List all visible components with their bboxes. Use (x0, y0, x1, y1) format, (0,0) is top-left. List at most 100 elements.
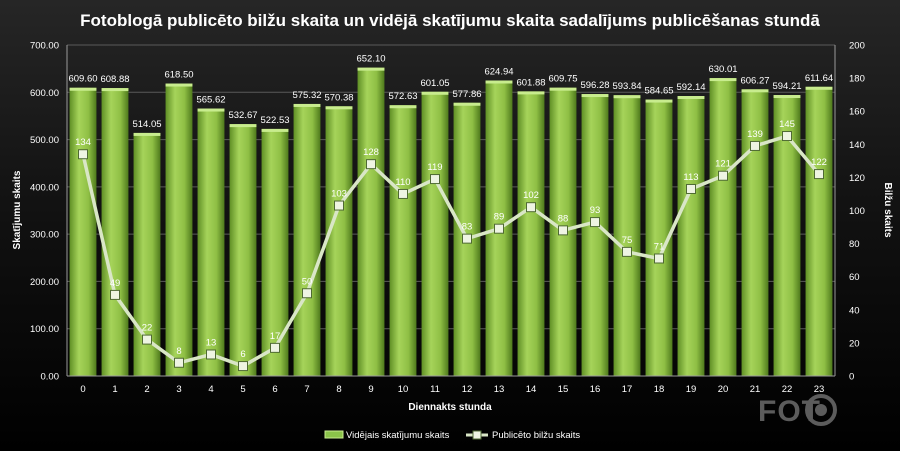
line-value-label: 145 (779, 119, 795, 130)
y-tick-label: 200.00 (30, 277, 59, 288)
line-marker (398, 188, 408, 199)
bar (357, 67, 385, 377)
line-marker (206, 349, 216, 360)
x-tick-label: 12 (462, 384, 473, 395)
line-marker (174, 357, 184, 368)
x-tick-label: 16 (590, 384, 601, 395)
bar-value-label: 618.50 (164, 70, 193, 81)
x-tick-label: 8 (336, 384, 341, 395)
x-tick-label: 11 (430, 384, 440, 395)
y2-tick-label: 0 (849, 372, 854, 383)
x-tick-label: 5 (240, 384, 245, 395)
bar (517, 91, 545, 377)
line-marker (814, 169, 824, 180)
x-tick-label: 18 (654, 384, 665, 395)
line-marker (78, 149, 88, 160)
x-tick-label: 22 (782, 384, 793, 395)
bar (69, 87, 97, 377)
foto-watermark-logo: FOT (758, 394, 837, 428)
bar-top-highlight (549, 87, 577, 91)
bar (709, 78, 737, 376)
line-marker (526, 202, 536, 213)
bar-value-label: 609.60 (68, 74, 97, 85)
bar-top-highlight (517, 91, 545, 95)
bar (325, 106, 353, 376)
bar-value-label: 577.86 (452, 89, 481, 100)
line-value-label: 121 (715, 159, 731, 170)
x-tick-label: 3 (176, 384, 181, 395)
line-marker (142, 334, 152, 345)
bar-top-highlight (741, 89, 769, 93)
bar (741, 89, 769, 377)
x-tick-label: 17 (622, 384, 633, 395)
bar-top-highlight (485, 80, 513, 84)
legend-label-line: Publicēto bilžu skaits (492, 430, 580, 441)
bar-top-highlight (421, 91, 449, 95)
bar-value-label: 522.53 (260, 115, 289, 126)
y2-axis-label: Bilžu skaits (882, 182, 893, 237)
bar (581, 94, 609, 377)
line-series: 134 49 22 8 13 6 17 50 103 128 110 119 83 89 102 88 93 75… (75, 119, 827, 372)
line-value-label: 93 (590, 205, 601, 216)
bar-value-label: 532.67 (228, 110, 257, 121)
bar-top-highlight (69, 87, 97, 91)
x-tick-label: 9 (368, 384, 373, 395)
bar-top-highlight (773, 95, 801, 99)
line-value-label: 83 (462, 222, 473, 233)
x-tick-label: 15 (558, 384, 569, 395)
watermark-lens-outer (805, 394, 837, 426)
bar (165, 83, 193, 377)
bar-value-label: 596.28 (580, 80, 609, 91)
bar (197, 108, 225, 376)
line-marker (334, 200, 344, 211)
bar-value-label: 601.88 (516, 77, 545, 88)
x-tick-label: 14 (526, 384, 537, 395)
y2-tick-label: 60 (849, 272, 860, 283)
y2-tick-label: 80 (849, 239, 860, 250)
bar-top-highlight (645, 99, 673, 103)
bar-top-highlight (261, 128, 289, 132)
x-tick-label: 21 (750, 384, 761, 395)
watermark-lens-inner (815, 404, 827, 416)
line-value-label: 88 (558, 213, 569, 224)
bar-top-highlight (197, 108, 225, 112)
bar-value-label: 601.05 (420, 78, 449, 89)
y-tick-label: 100.00 (30, 324, 59, 335)
y2-tick-label: 20 (849, 338, 860, 349)
x-tick-label: 10 (398, 384, 409, 395)
bar-top-highlight (325, 106, 353, 110)
x-tick-label: 6 (272, 384, 277, 395)
gridlines (67, 44, 835, 377)
x-tick-label: 7 (304, 384, 309, 395)
x-tick-label: 2 (144, 384, 149, 395)
line-value-label: 110 (395, 177, 410, 188)
line-value-label: 71 (654, 241, 665, 252)
bar (389, 105, 417, 376)
line-marker (366, 159, 376, 170)
bar-top-highlight (133, 132, 161, 136)
line-marker (238, 361, 248, 372)
y-tick-label: 0.00 (41, 372, 60, 383)
line-value-label: 8 (176, 346, 181, 357)
y2-tick-label: 160 (849, 107, 865, 118)
y2-tick-label: 40 (849, 305, 860, 316)
line-marker (558, 225, 568, 236)
line-marker (590, 217, 600, 228)
bar (293, 103, 321, 377)
x-tick-label: 4 (208, 384, 213, 395)
line-value-label: 122 (811, 157, 827, 168)
line-value-label: 139 (747, 129, 763, 140)
y-tick-label: 400.00 (30, 182, 59, 193)
line-value-label: 113 (683, 172, 698, 183)
line-value-label: 128 (363, 147, 379, 158)
y2-tick-label: 200 (849, 41, 865, 52)
line-value-label: 50 (302, 276, 313, 287)
legend-marker-swatch (472, 430, 482, 440)
line-value-label: 75 (622, 235, 633, 246)
line-marker (686, 183, 696, 194)
line-path (81, 134, 821, 368)
bar (229, 124, 257, 376)
line-marker (718, 170, 728, 181)
